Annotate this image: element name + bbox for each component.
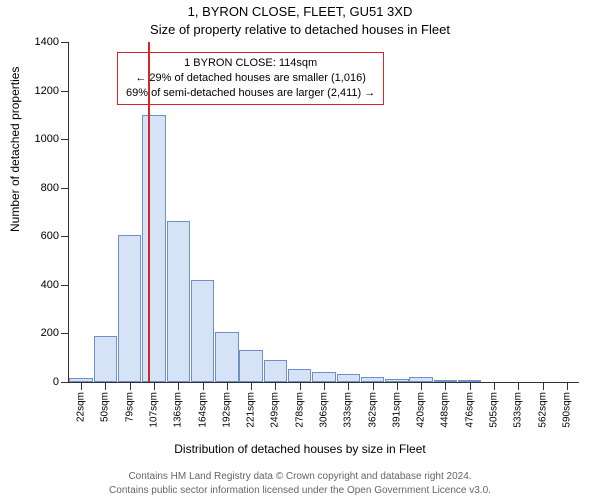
annotation-line-3: 69% of semi-detached houses are larger (… [126, 86, 375, 101]
x-tick [300, 382, 301, 390]
x-tick [251, 382, 252, 390]
y-tick [61, 139, 69, 140]
y-tick [61, 42, 69, 43]
chart-title: 1, BYRON CLOSE, FLEET, GU51 3XD [0, 4, 600, 19]
annotation-box: 1 BYRON CLOSE: 114sqm← 29% of detached h… [117, 52, 384, 105]
plot-area: 020040060080010001200140022sqm50sqm79sqm… [68, 42, 579, 383]
x-tick-label: 420sqm [416, 392, 427, 428]
x-tick-label: 164sqm [197, 392, 208, 428]
x-tick [518, 382, 519, 390]
x-tick [105, 382, 106, 390]
x-tick-label: 533sqm [513, 392, 524, 428]
x-tick-label: 79sqm [124, 392, 135, 422]
y-tick-label: 800 [41, 182, 59, 194]
x-tick-label: 333sqm [343, 392, 354, 428]
histogram-bar [264, 360, 288, 382]
x-tick [178, 382, 179, 390]
histogram-bar [239, 350, 263, 382]
x-tick-label: 50sqm [100, 392, 111, 422]
x-tick-label: 476sqm [464, 392, 475, 428]
y-axis-label: Number of detached properties [8, 67, 22, 232]
footer-line-1: Contains HM Land Registry data © Crown c… [0, 471, 600, 482]
y-tick [61, 285, 69, 286]
footer-line-2: Contains public sector information licen… [0, 485, 600, 496]
x-tick-label: 221sqm [246, 392, 257, 428]
chart-subtitle: Size of property relative to detached ho… [0, 22, 600, 37]
chart-container: 1, BYRON CLOSE, FLEET, GU51 3XD Size of … [0, 0, 600, 500]
histogram-bar [191, 280, 215, 382]
x-tick-label: 249sqm [270, 392, 281, 428]
y-tick [61, 236, 69, 237]
x-tick-label: 22sqm [76, 392, 87, 422]
x-tick [275, 382, 276, 390]
x-axis-label: Distribution of detached houses by size … [0, 442, 600, 456]
x-tick [203, 382, 204, 390]
histogram-bar [94, 336, 118, 382]
histogram-bar [215, 332, 239, 382]
histogram-bar [337, 374, 361, 383]
y-tick-label: 1000 [35, 133, 59, 145]
x-tick [324, 382, 325, 390]
x-tick [397, 382, 398, 390]
y-tick [61, 382, 69, 383]
y-tick-label: 1200 [35, 85, 59, 97]
x-tick [494, 382, 495, 390]
x-tick [373, 382, 374, 390]
x-tick-label: 306sqm [319, 392, 330, 428]
y-tick-label: 600 [41, 230, 59, 242]
x-tick [543, 382, 544, 390]
x-tick-label: 448sqm [440, 392, 451, 428]
histogram-bar [142, 115, 166, 382]
x-tick [348, 382, 349, 390]
x-tick [567, 382, 568, 390]
y-tick [61, 333, 69, 334]
annotation-line-1: 1 BYRON CLOSE: 114sqm [126, 56, 375, 71]
histogram-bar [288, 369, 312, 382]
histogram-bar [312, 372, 336, 382]
x-tick-label: 362sqm [367, 392, 378, 428]
x-tick-label: 590sqm [561, 392, 572, 428]
x-tick [227, 382, 228, 390]
annotation-line-2: ← 29% of detached houses are smaller (1,… [126, 71, 375, 86]
y-tick [61, 188, 69, 189]
x-tick [154, 382, 155, 390]
x-tick [421, 382, 422, 390]
x-tick-label: 278sqm [294, 392, 305, 428]
x-tick [81, 382, 82, 390]
x-tick-label: 505sqm [489, 392, 500, 428]
histogram-bar [167, 221, 191, 383]
x-tick-label: 107sqm [149, 392, 160, 428]
y-tick-label: 0 [53, 376, 59, 388]
x-tick [470, 382, 471, 390]
x-tick-label: 136sqm [173, 392, 184, 428]
y-tick [61, 91, 69, 92]
y-tick-label: 1400 [35, 36, 59, 48]
x-tick-label: 562sqm [537, 392, 548, 428]
x-tick-label: 192sqm [221, 392, 232, 428]
x-tick [130, 382, 131, 390]
x-tick [445, 382, 446, 390]
y-tick-label: 200 [41, 327, 59, 339]
histogram-bar [118, 235, 142, 382]
y-tick-label: 400 [41, 279, 59, 291]
x-tick-label: 391sqm [391, 392, 402, 428]
